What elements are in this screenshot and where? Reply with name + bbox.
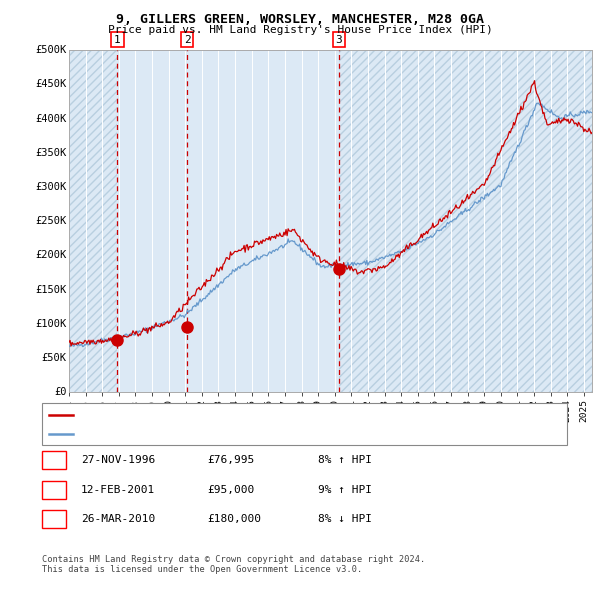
Text: £180,000: £180,000 xyxy=(207,514,261,524)
Text: 9, GILLERS GREEN, WORSLEY, MANCHESTER, M28 0GA: 9, GILLERS GREEN, WORSLEY, MANCHESTER, M… xyxy=(116,13,484,26)
Text: 9, GILLERS GREEN, WORSLEY, MANCHESTER, M28 0GA (detached house): 9, GILLERS GREEN, WORSLEY, MANCHESTER, M… xyxy=(78,410,448,420)
Text: £300K: £300K xyxy=(35,182,67,192)
Text: £350K: £350K xyxy=(35,148,67,158)
Text: £400K: £400K xyxy=(35,114,67,123)
Text: 8% ↓ HPI: 8% ↓ HPI xyxy=(318,514,372,524)
Text: £95,000: £95,000 xyxy=(207,485,254,494)
Text: 1: 1 xyxy=(114,35,121,45)
Text: 8% ↑ HPI: 8% ↑ HPI xyxy=(318,455,372,465)
Text: 27-NOV-1996: 27-NOV-1996 xyxy=(81,455,155,465)
Text: 26-MAR-2010: 26-MAR-2010 xyxy=(81,514,155,524)
Bar xyxy=(339,50,592,392)
Text: Contains HM Land Registry data © Crown copyright and database right 2024.: Contains HM Land Registry data © Crown c… xyxy=(42,555,425,563)
Text: 12-FEB-2001: 12-FEB-2001 xyxy=(81,485,155,494)
Text: This data is licensed under the Open Government Licence v3.0.: This data is licensed under the Open Gov… xyxy=(42,565,362,574)
Text: HPI: Average price, detached house, Salford: HPI: Average price, detached house, Salf… xyxy=(78,428,331,438)
Bar xyxy=(69,50,118,392)
Text: 2: 2 xyxy=(50,485,58,494)
Text: 1: 1 xyxy=(50,455,58,465)
Text: £450K: £450K xyxy=(35,80,67,89)
Text: Price paid vs. HM Land Registry's House Price Index (HPI): Price paid vs. HM Land Registry's House … xyxy=(107,25,493,35)
Text: £500K: £500K xyxy=(35,45,67,55)
Text: 2: 2 xyxy=(184,35,191,45)
Text: £150K: £150K xyxy=(35,285,67,294)
Text: £100K: £100K xyxy=(35,319,67,329)
Text: £76,995: £76,995 xyxy=(207,455,254,465)
Text: 9% ↑ HPI: 9% ↑ HPI xyxy=(318,485,372,494)
Text: £250K: £250K xyxy=(35,217,67,226)
Text: 3: 3 xyxy=(50,514,58,524)
Text: £50K: £50K xyxy=(41,353,67,363)
Text: 3: 3 xyxy=(335,35,342,45)
Text: £200K: £200K xyxy=(35,251,67,260)
Text: £0: £0 xyxy=(54,388,67,397)
